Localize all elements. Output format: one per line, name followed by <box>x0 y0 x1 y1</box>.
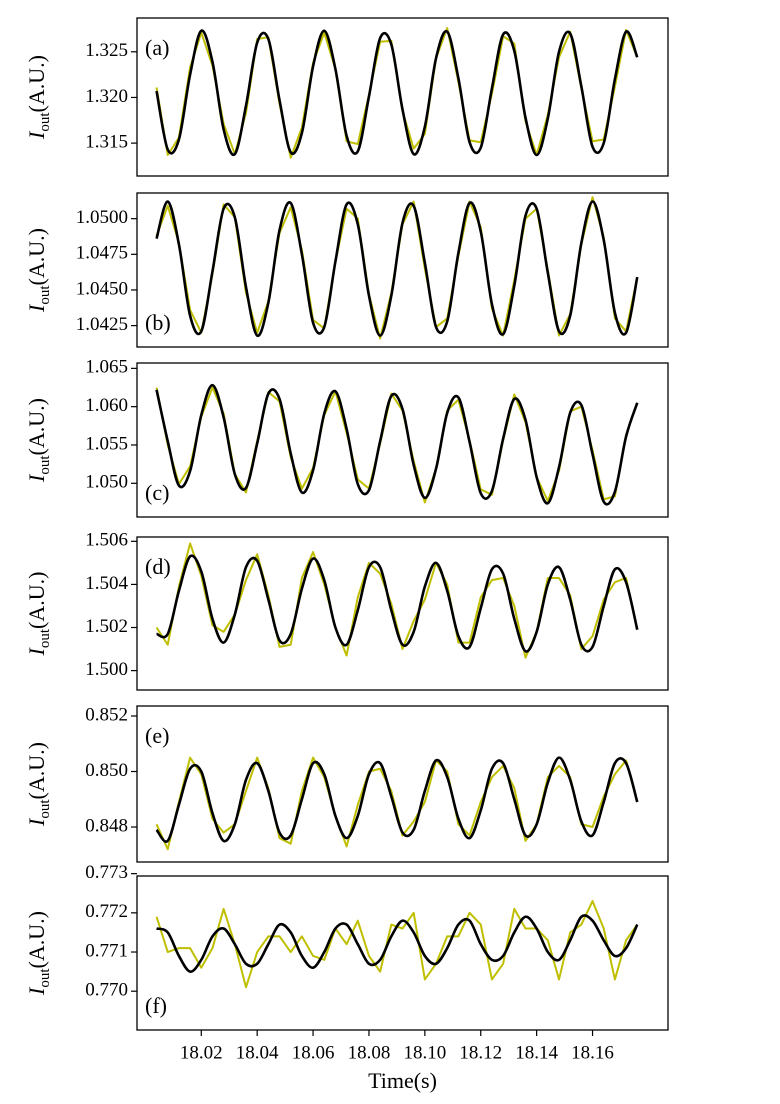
y-label-unit: (A.U.) <box>24 911 49 968</box>
y-axis-label: Iout(A.U.) <box>24 55 53 140</box>
y-axis-label: Iout(A.U.) <box>24 742 53 827</box>
y-tick-label: 0.848 <box>85 815 128 836</box>
x-tick-label: 18.12 <box>459 1042 502 1063</box>
y-label-symbol: I <box>24 473 49 483</box>
y-tick-label: 1.502 <box>85 616 128 637</box>
y-tick-label: 1.0475 <box>76 243 128 264</box>
fit-line <box>155 383 639 506</box>
y-tick-label: 1.315 <box>85 131 128 152</box>
y-tick-label: 1.506 <box>85 530 128 551</box>
panel-label: (d) <box>145 554 171 579</box>
y-label-subscript: out <box>37 455 53 475</box>
y-label-subscript: out <box>37 799 53 819</box>
y-tick-label: 0.772 <box>85 901 128 922</box>
y-label-unit: (A.U.) <box>24 55 49 112</box>
x-tick-label: 18.08 <box>348 1042 391 1063</box>
panel-label: (e) <box>145 723 169 748</box>
y-tick-label: 0.773 <box>85 862 128 883</box>
data-line <box>155 196 639 340</box>
x-tick-label: 18.14 <box>515 1042 558 1063</box>
x-axis-label: Time(s) <box>368 1068 437 1093</box>
y-tick-label: 1.065 <box>85 357 128 378</box>
y-tick-label: 1.320 <box>85 86 128 107</box>
y-tick-label: 1.0425 <box>76 314 128 335</box>
fit-line <box>155 200 639 337</box>
y-label-symbol: I <box>24 303 49 313</box>
y-label-symbol: I <box>24 130 49 140</box>
axes-frame <box>136 536 669 691</box>
data-line <box>155 542 639 659</box>
panel: 1.315 1.320 1.325 (a) Iout(A.U.) <box>24 17 669 177</box>
y-label-unit: (A.U.) <box>24 228 49 285</box>
fit-line <box>155 756 639 843</box>
y-tick-label: 1.325 <box>85 40 128 61</box>
y-label-subscript: out <box>37 628 53 648</box>
x-tick-label: 18.10 <box>403 1042 446 1063</box>
x-tick-label: 18.06 <box>292 1042 335 1063</box>
panel-label: (f) <box>145 993 167 1018</box>
y-tick-label: 1.060 <box>85 395 128 416</box>
y-tick-label: 1.0450 <box>76 278 128 299</box>
data-line <box>155 27 639 159</box>
y-tick-label: 1.055 <box>85 433 128 454</box>
y-axis-label: Iout(A.U.) <box>24 398 53 483</box>
y-label-unit: (A.U.) <box>24 398 49 455</box>
panel-label: (c) <box>145 480 169 505</box>
y-tick-label: 0.850 <box>85 760 128 781</box>
panel: 1.0425 1.0450 1.0475 1.0500 (b) Iout(A.U.) <box>24 192 669 348</box>
y-tick-label: 1.0500 <box>76 207 128 228</box>
y-label-subscript: out <box>37 112 53 132</box>
x-tick-label: 18.04 <box>236 1042 279 1063</box>
fit-line <box>156 554 639 653</box>
y-tick-label: 1.050 <box>85 472 128 493</box>
y-label-unit: (A.U.) <box>24 742 49 799</box>
y-label-symbol: I <box>24 646 49 656</box>
y-tick-label: 1.500 <box>85 659 128 680</box>
axes-frame <box>136 875 669 1031</box>
x-tick-label: 18.16 <box>571 1042 614 1063</box>
panel-label: (b) <box>145 310 171 335</box>
fit-line <box>155 29 639 157</box>
y-tick-label: 0.852 <box>85 704 128 725</box>
y-label-subscript: out <box>37 968 53 988</box>
axes-frame <box>136 192 669 348</box>
x-tick-label: 18.02 <box>180 1042 223 1063</box>
panel: 0.770 0.771 0.772 0.773 18.02 18.04 18.06 18.08… <box>24 862 669 1093</box>
y-tick-label: 0.771 <box>85 940 128 961</box>
y-label-subscript: out <box>37 285 53 305</box>
panel: 1.050 1.055 1.060 1.065 (c) Iout(A.U.) <box>24 357 669 518</box>
panel-label: (a) <box>145 35 169 60</box>
y-label-unit: (A.U.) <box>24 572 49 629</box>
data-line <box>155 900 639 989</box>
y-label-symbol: I <box>24 817 49 827</box>
axes-frame <box>136 705 669 863</box>
y-axis-label: Iout(A.U.) <box>24 572 53 657</box>
y-axis-label: Iout(A.U.) <box>24 228 53 313</box>
y-label-symbol: I <box>24 986 49 996</box>
panel: 0.848 0.850 0.852 (e) Iout(A.U.) <box>24 704 669 863</box>
panel: 1.500 1.502 1.504 1.506 (d) Iout(A.U.) <box>24 530 669 691</box>
axes-frame <box>136 362 669 518</box>
fit-line <box>156 914 639 973</box>
y-tick-label: 0.770 <box>85 980 128 1001</box>
axes-frame <box>136 17 669 177</box>
y-axis-label: Iout(A.U.) <box>24 911 53 996</box>
y-tick-label: 1.504 <box>85 573 128 594</box>
